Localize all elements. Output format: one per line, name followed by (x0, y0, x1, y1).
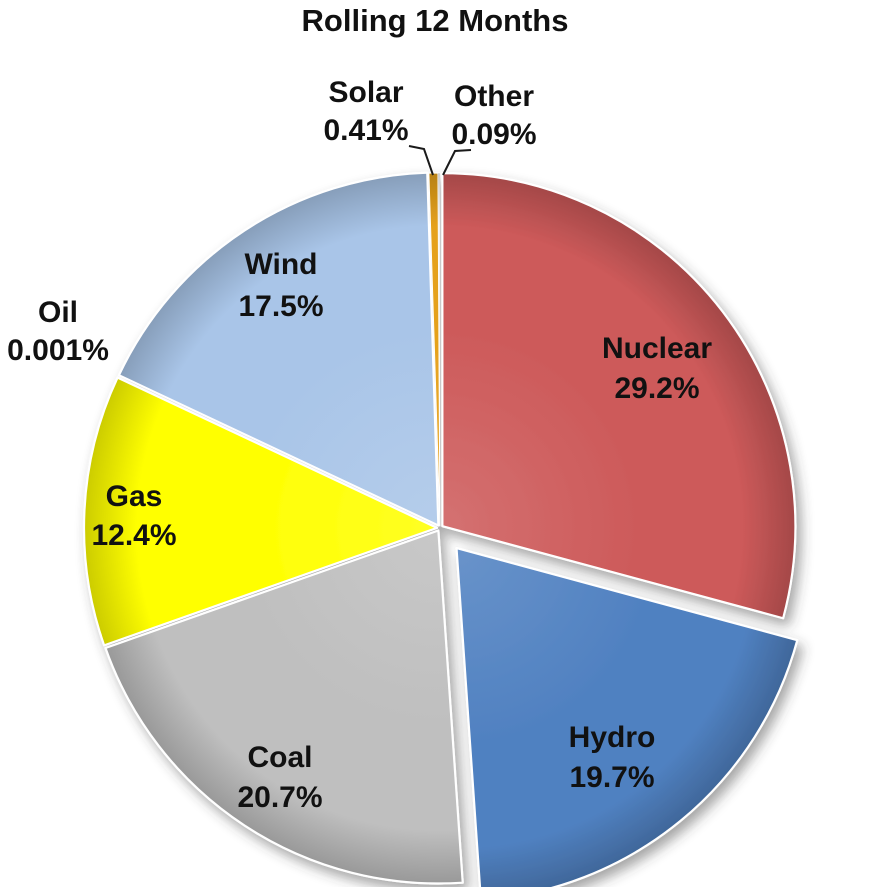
pie-slice-nuclear (441, 172, 797, 620)
pie-slice-wind (117, 171, 440, 527)
chart-title: Rolling 12 Months (301, 3, 569, 38)
pie-slice-oil (117, 376, 438, 527)
pie-slice-other (437, 172, 441, 527)
pie-slice-coal (104, 529, 464, 885)
pie-slice-hydro (455, 546, 799, 887)
leader-line-solar (408, 145, 434, 176)
leader-line-other (442, 149, 472, 176)
pie-slice-gas (82, 376, 439, 647)
